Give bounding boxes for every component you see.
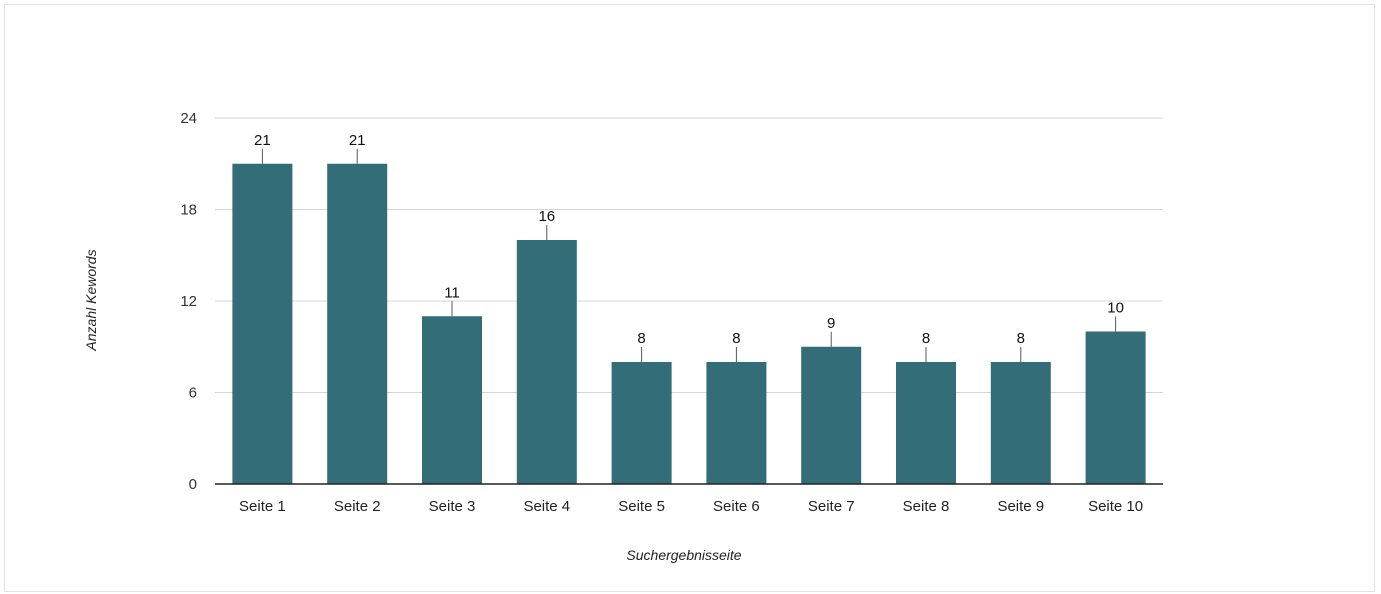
bar	[611, 362, 672, 484]
value-label: 8	[732, 330, 740, 347]
bar	[232, 163, 293, 484]
y-tick-label: 6	[189, 385, 197, 402]
x-category-label: Seite 3	[429, 498, 476, 515]
x-category-label: Seite 5	[618, 498, 665, 515]
x-category-label: Seite 4	[523, 498, 570, 515]
x-category-label: Seite 10	[1088, 498, 1143, 515]
bar	[327, 163, 388, 484]
bar	[801, 346, 862, 484]
bar	[1085, 331, 1146, 484]
bar	[990, 362, 1051, 484]
y-tick-label: 24	[180, 110, 197, 127]
x-category-label: Seite 8	[903, 498, 950, 515]
value-labels: 21 21 11 16 8 8 9 8 8 10	[254, 132, 1124, 347]
bar	[896, 362, 956, 484]
x-category-label: Seite 7	[808, 498, 855, 515]
bars	[232, 163, 1146, 484]
value-label: 21	[254, 132, 271, 149]
value-label: 10	[1107, 300, 1124, 317]
x-category-label: Seite 6	[713, 498, 760, 515]
y-tick-label: 18	[180, 202, 197, 219]
x-axis-title: Suchergebnisseite	[626, 547, 741, 563]
bar	[516, 240, 577, 484]
bar	[706, 362, 767, 484]
x-category-label: Seite 1	[239, 498, 286, 515]
x-axis-categories: Seite 1 Seite 2 Seite 3 Seite 4 Seite 5 Seite…	[239, 498, 1143, 515]
bar	[422, 316, 482, 484]
value-label: 8	[922, 330, 930, 347]
value-label: 8	[1017, 330, 1025, 347]
value-label: 11	[444, 284, 460, 301]
y-tick-label: 12	[180, 293, 197, 310]
x-category-label: Seite 2	[334, 498, 381, 515]
value-label: 16	[538, 208, 555, 225]
x-category-label: Seite 9	[997, 498, 1044, 515]
y-axis-title: Anzahl Kewords	[83, 249, 99, 351]
value-label: 21	[349, 132, 366, 149]
value-label: 9	[827, 315, 835, 332]
y-tick-label: 0	[189, 476, 197, 493]
value-label-leaders	[261, 148, 1117, 362]
value-label: 8	[637, 330, 645, 347]
y-axis-ticks: 0 6 12 18 24	[180, 110, 197, 493]
